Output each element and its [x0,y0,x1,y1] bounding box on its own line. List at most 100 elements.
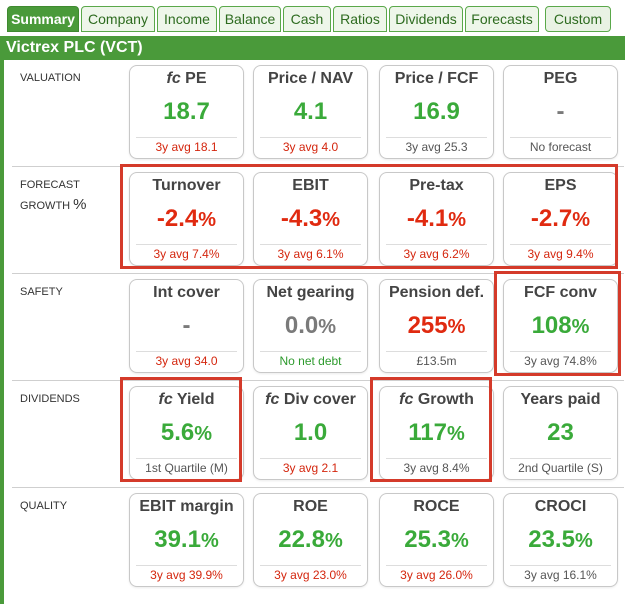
metric-card-ebit[interactable]: EBIT -4.3% 3y avg 6.1% [253,172,368,266]
section-label: SAFETY [20,282,63,302]
metric-value-number: - [556,98,565,125]
metric-subtext: 3y avg 34.0 [155,354,218,368]
metric-card-growth[interactable]: fc Growth 117% 3y avg 8.4% [379,386,494,480]
metric-value-unit: % [571,316,590,338]
metric-value-number: - [182,312,191,339]
section-label: FORECAST GROWTH % [20,175,87,216]
section-label-text: DIVIDENDS [20,393,80,405]
metric-name: EPS [504,177,617,195]
tab-income[interactable]: Income [157,6,217,32]
metric-value-unit: % [318,316,337,338]
tab-forecasts[interactable]: Forecasts [465,6,539,32]
tab-bar: Summary Company Income Balance Cash Rati… [0,0,625,36]
metric-name: Net gearing [254,284,367,302]
card-divider [136,458,237,459]
tab-dividends[interactable]: Dividends [389,6,463,32]
metric-card-eps[interactable]: EPS -2.7% 3y avg 9.4% [503,172,618,266]
metric-value-number: -4.3 [280,205,323,232]
tab-custom[interactable]: Custom [545,6,611,32]
metric-name: ROCE [380,498,493,516]
metric-value-number: 25.3 [404,526,451,553]
page-title: Victrex PLC (VCT) [0,36,625,60]
section-label: DIVIDENDS [20,389,80,409]
metric-card-ebit-margin[interactable]: EBIT margin 39.1% 3y avg 39.9% [129,493,244,587]
metric-name-text: Growth [417,391,474,408]
metric-value: -2.4% [130,205,243,233]
metric-name: EBIT margin [130,498,243,516]
metric-card-croci[interactable]: CROCI 23.5% 3y avg 16.1% [503,493,618,587]
metric-value-number: 5.6 [160,419,195,446]
metric-card-pension-def[interactable]: Pension def. 255% £13.5m [379,279,494,373]
metric-name-text: Yield [176,391,215,408]
metric-value-unit: % [324,530,343,552]
metric-subtext: 3y avg 6.2% [403,247,470,261]
metric-name: ROE [254,498,367,516]
metric-value: 23 [504,419,617,447]
section-forecast: FORECAST GROWTH % Turnover -2.4% 3y avg 7.4%… [12,166,624,272]
metric-name-text: PEG [543,70,578,87]
metric-subtext: 3y avg 23.0% [274,568,347,582]
metric-value: - [504,98,617,126]
metric-value-number: 117 [408,419,447,446]
tab-summary[interactable]: Summary [7,6,79,32]
metric-card-net-gearing[interactable]: Net gearing 0.0% No net debt [253,279,368,373]
metric-subtext: 1st Quartile (M) [145,461,228,475]
section-dividends: DIVIDENDS fc Yield 5.6% 1st Quartile (M) fc … [12,380,624,486]
card-divider [136,565,237,566]
section-label-percent: % [73,196,87,213]
metric-name-text: EPS [544,177,577,194]
card-divider [260,244,361,245]
metric-name: fc Yield [130,391,243,409]
metric-card-price-nav[interactable]: Price / NAV 4.1 3y avg 4.0 [253,65,368,159]
metric-subtext: 3y avg 18.1 [155,140,218,154]
metric-value-number: -2.7 [530,205,573,232]
metric-card-roe[interactable]: ROE 22.8% 3y avg 23.0% [253,493,368,587]
metric-value-number: 18.7 [163,98,210,125]
metric-name: Price / FCF [380,70,493,88]
tab-company[interactable]: Company [81,6,155,32]
tab-cash[interactable]: Cash [283,6,331,32]
metric-card-pre-tax[interactable]: Pre-tax -4.1% 3y avg 6.2% [379,172,494,266]
metric-subtext: No net debt [279,354,342,368]
card-divider [386,351,487,352]
card-divider [386,565,487,566]
metric-name-text: Pension def. [388,284,485,301]
metric-name-text: ROCE [413,498,460,515]
metric-card-turnover[interactable]: Turnover -2.4% 3y avg 7.4% [129,172,244,266]
card-divider [510,565,611,566]
metric-card-roce[interactable]: ROCE 25.3% 3y avg 26.0% [379,493,494,587]
card-divider [386,137,487,138]
metric-card-pe[interactable]: fc PE 18.7 3y avg 18.1 [129,65,244,159]
metric-name-text: EBIT margin [139,498,234,515]
metric-card-years-paid[interactable]: Years paid 23 2nd Quartile (S) [503,386,618,480]
metric-value-number: 4.1 [293,98,328,125]
metric-card-fcf-conv[interactable]: FCF conv 108% 3y avg 74.8% [503,279,618,373]
metric-value-unit: % [446,423,465,445]
section-label-text: SAFETY [20,286,63,298]
metric-card-div-cover[interactable]: fc Div cover 1.0 3y avg 2.1 [253,386,368,480]
metric-value: 5.6% [130,419,243,447]
section-label: QUALITY [20,496,67,516]
metric-value-number: 255 [407,312,448,339]
metric-subtext: 3y avg 7.4% [153,247,220,261]
card-divider [510,458,611,459]
metric-card-price-fcf[interactable]: Price / FCF 16.9 3y avg 25.3 [379,65,494,159]
metric-card-peg[interactable]: PEG - No forecast [503,65,618,159]
metric-subtext: 3y avg 2.1 [282,461,339,475]
metric-card-int-cover[interactable]: Int cover - 3y avg 34.0 [129,279,244,373]
metric-value-number: 23.5 [528,526,575,553]
metric-name: Price / NAV [254,70,367,88]
metric-card-yield[interactable]: fc Yield 5.6% 1st Quartile (M) [129,386,244,480]
section-label: VALUATION [20,68,81,88]
metric-subtext: 3y avg 74.8% [524,354,597,368]
metric-value: -4.1% [380,205,493,233]
tab-ratios[interactable]: Ratios [333,6,387,32]
metric-name: fc Growth [380,391,493,409]
metric-value-number: -4.1 [406,205,449,232]
metric-name-text: Div cover [283,391,356,408]
metric-subtext: 3y avg 9.4% [527,247,594,261]
tab-balance[interactable]: Balance [219,6,281,32]
metric-subtext: 3y avg 39.9% [150,568,223,582]
metric-value: 39.1% [130,526,243,554]
section-label-text: QUALITY [20,500,68,512]
